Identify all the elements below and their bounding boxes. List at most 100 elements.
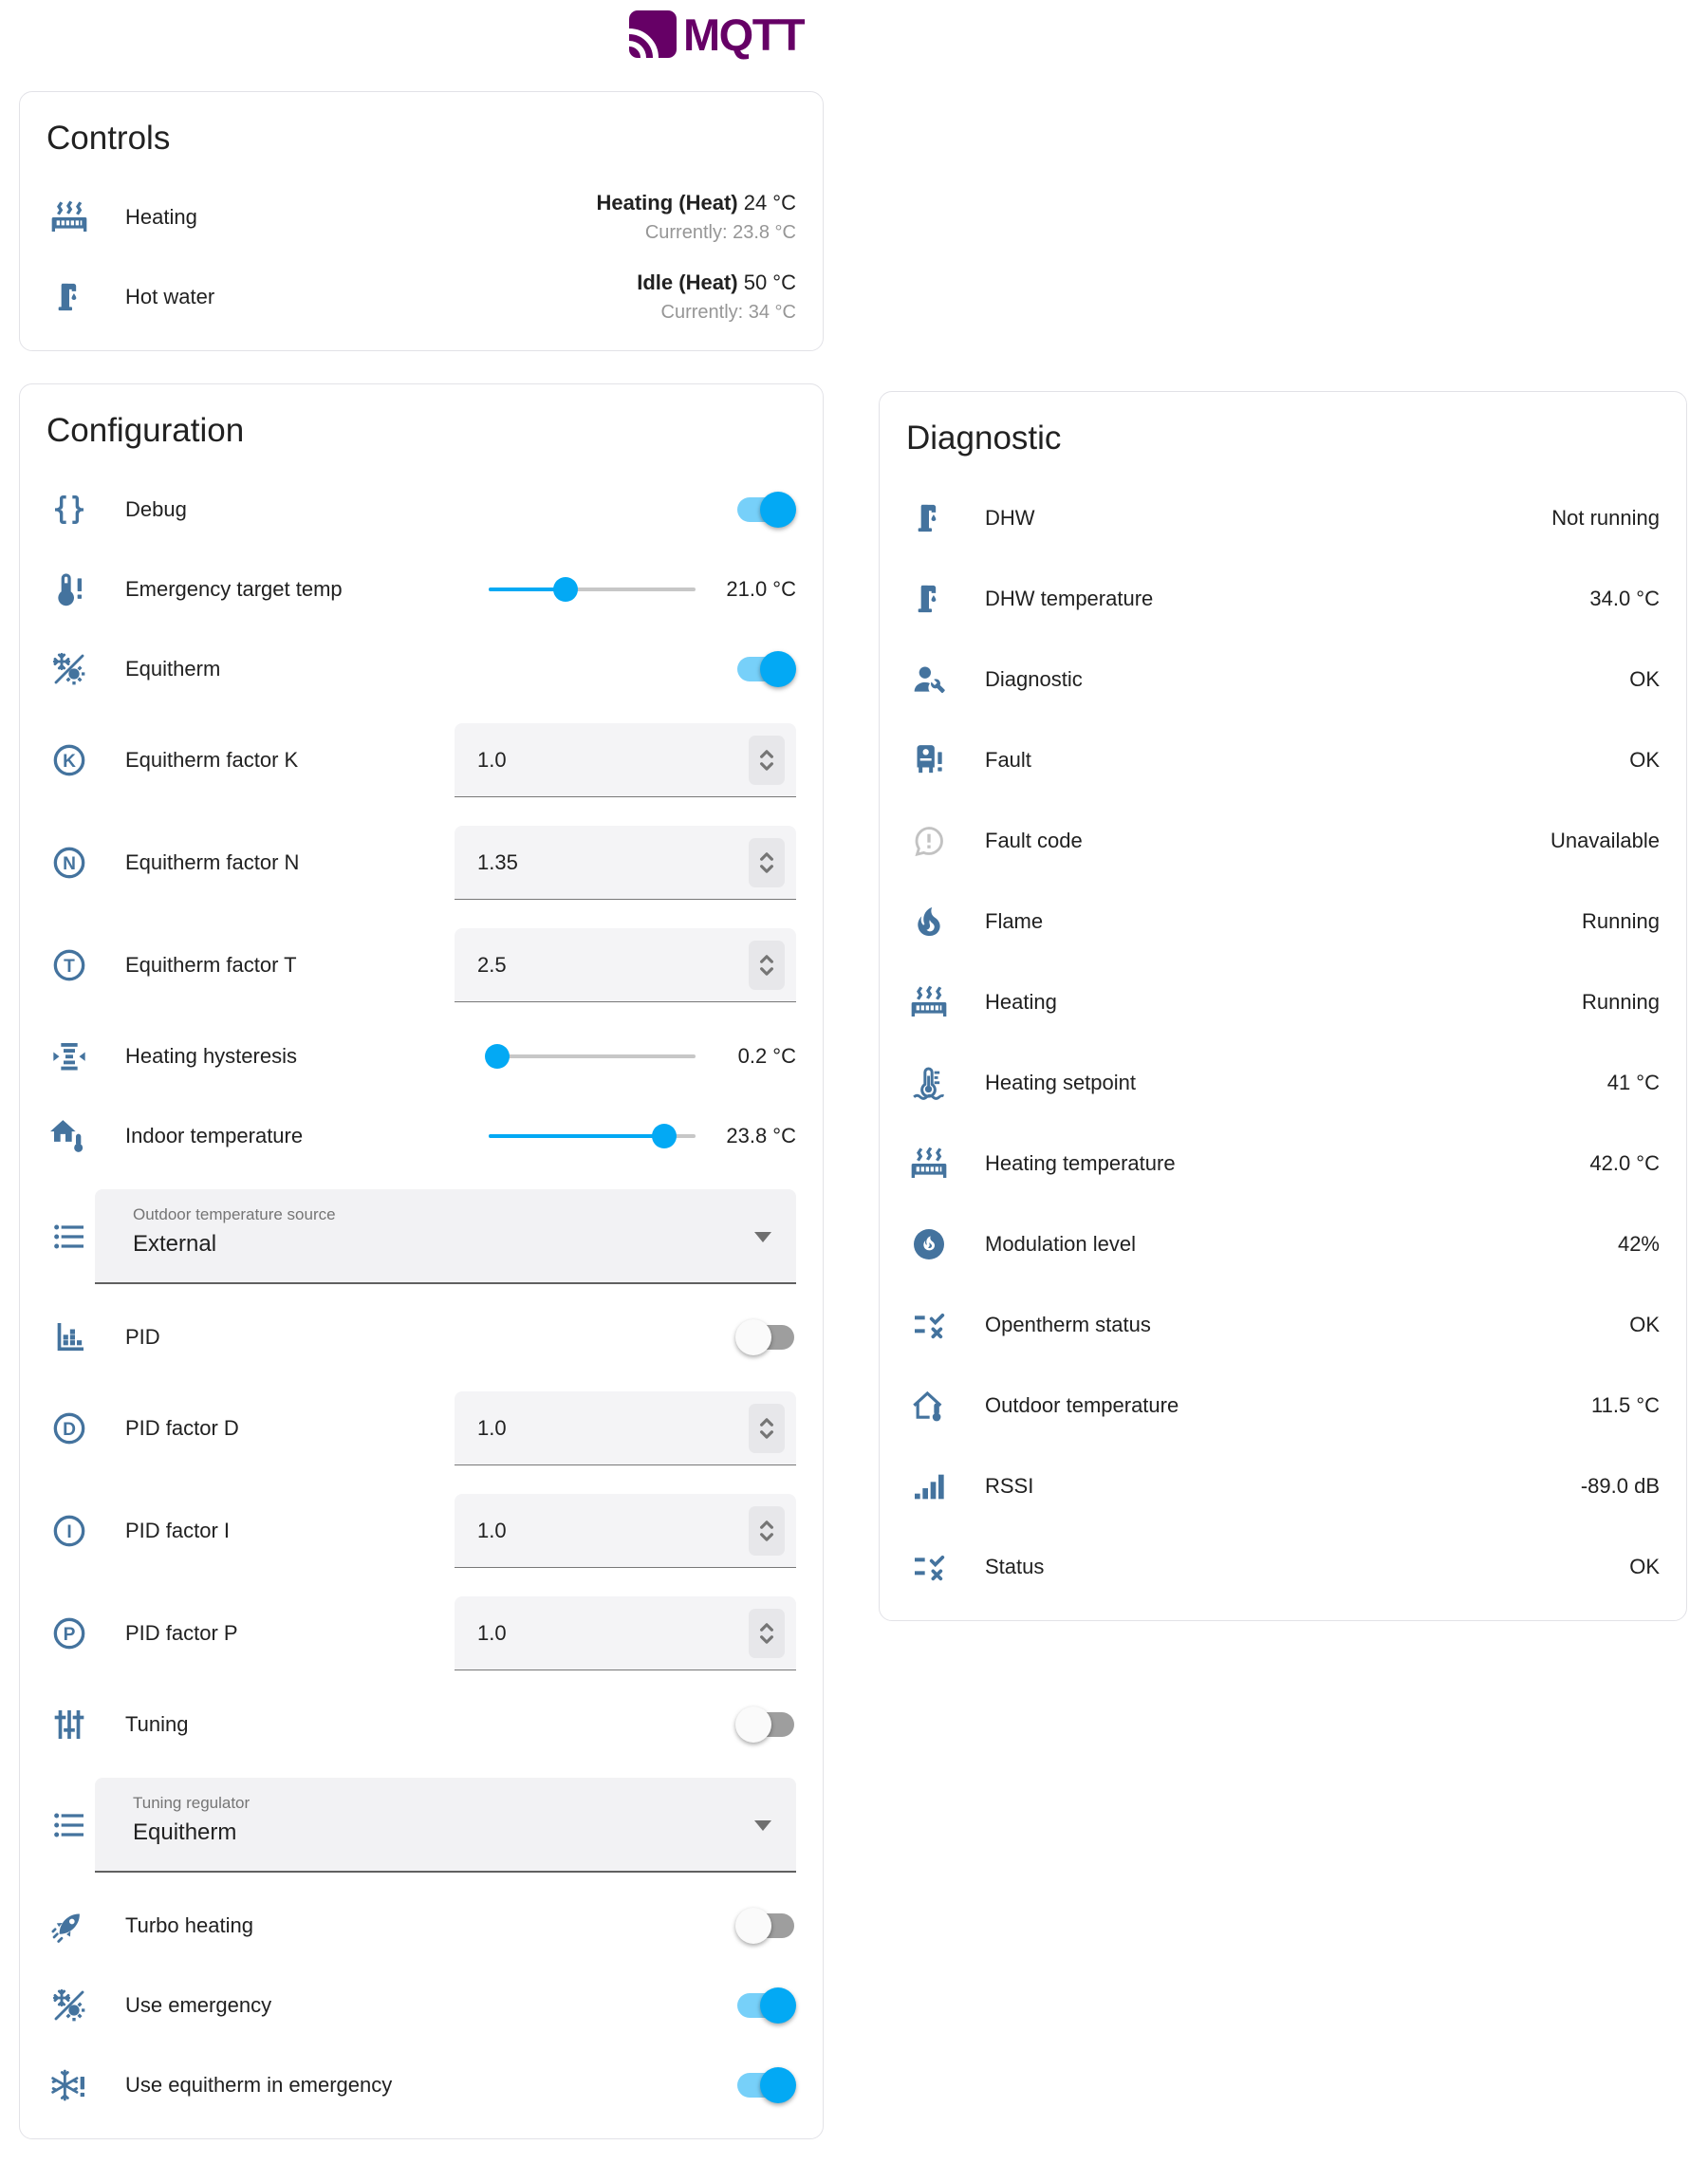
- diagnostic-row-fault-code[interactable]: Fault code Unavailable: [880, 800, 1686, 881]
- number-stepper[interactable]: [749, 1505, 785, 1556]
- diagnostic-row-heating-temperature[interactable]: Heating temperature 42.0 °C: [880, 1123, 1686, 1203]
- chevron-down-icon[interactable]: [754, 1232, 771, 1242]
- diagnostic-row-status[interactable]: Status OK: [880, 1526, 1686, 1607]
- diagnostic-row-fault[interactable]: Fault OK: [880, 719, 1686, 800]
- left-column: Controls Heating Heating (Heat) 24 °C Cu…: [19, 91, 824, 2139]
- config-row-tuning: Tuning: [20, 1685, 823, 1764]
- number-box[interactable]: [455, 1391, 796, 1465]
- fire-circle-icon: [910, 1225, 948, 1263]
- diagnostic-value: Running: [1582, 989, 1660, 1014]
- pid-factor-p-input[interactable]: [475, 1619, 749, 1647]
- switch-thumb[interactable]: [760, 492, 796, 528]
- diagnostic-value: Unavailable: [1550, 828, 1660, 852]
- config-row-indoor-temperature: Indoor temperature 23.8 °C: [20, 1096, 823, 1176]
- entity-state[interactable]: Heating (Heat) 24 °C Currently: 23.8 °C: [596, 191, 796, 243]
- config-row-equitherm: Equitherm: [20, 629, 823, 709]
- slider-value: 21.0 °C: [726, 576, 796, 601]
- equitherm-factor-n-input[interactable]: [475, 849, 749, 876]
- alpha-t-circle-icon: T: [50, 946, 88, 984]
- diagnostic-value: Running: [1582, 908, 1660, 933]
- tuning-toggle[interactable]: [735, 1707, 796, 1743]
- switch-thumb[interactable]: [735, 1319, 771, 1355]
- heating-hysteresis-slider[interactable]: [484, 1038, 696, 1074]
- use-equitherm-in-emergency-toggle[interactable]: [735, 2067, 796, 2103]
- svg-text:N: N: [63, 854, 76, 874]
- debug-toggle[interactable]: [735, 492, 796, 528]
- pid-factor-i-input[interactable]: [475, 1517, 749, 1544]
- config-row-equitherm-factor-n: N Equitherm factor N: [20, 812, 823, 914]
- config-row-debug: Debug: [20, 470, 823, 550]
- equitherm-factor-k-input[interactable]: [475, 746, 749, 774]
- config-row-pid: PID: [20, 1297, 823, 1377]
- diagnostic-value: 41 °C: [1606, 1070, 1660, 1094]
- sun-snowflake-icon: [50, 1987, 88, 2024]
- diagnostic-value: -89.0 dB: [1580, 1473, 1660, 1498]
- emergency-target-temp-slider[interactable]: [489, 571, 696, 607]
- diagnostic-row-opentherm-status[interactable]: Opentherm status OK: [880, 1284, 1686, 1365]
- slider-fill: [489, 1134, 665, 1138]
- water-pump-icon: [910, 580, 948, 618]
- config-row-use-emergency: Use emergency: [20, 1966, 823, 2045]
- controls-card-title: Controls: [46, 120, 171, 157]
- config-row-turbo-heating: Turbo heating: [20, 1886, 823, 1966]
- controls-rows: Heating Heating (Heat) 24 °C Currently: …: [20, 177, 823, 337]
- diagnostic-row-flame[interactable]: Flame Running: [880, 881, 1686, 961]
- number-box[interactable]: [455, 826, 796, 900]
- svg-text:I: I: [66, 1522, 71, 1542]
- alpha-d-circle-icon: D: [50, 1409, 88, 1447]
- diagnostic-row-rssi[interactable]: RSSI -89.0 dB: [880, 1446, 1686, 1526]
- number-stepper[interactable]: [749, 735, 785, 785]
- home-thermometer-icon: [50, 1117, 88, 1155]
- equitherm-toggle[interactable]: [735, 651, 796, 687]
- diagnostic-row-modulation-level[interactable]: Modulation level 42%: [880, 1203, 1686, 1284]
- pid-toggle[interactable]: [735, 1319, 796, 1355]
- diagnostic-row-heating[interactable]: Heating Running: [880, 961, 1686, 1042]
- alpha-n-circle-icon: N: [50, 844, 88, 882]
- indoor-temperature-slider[interactable]: [489, 1118, 696, 1154]
- number-box[interactable]: [455, 1596, 796, 1670]
- logo-text: MQTT: [683, 9, 806, 60]
- diagnostic-value: OK: [1629, 1554, 1660, 1578]
- switch-thumb[interactable]: [735, 1908, 771, 1944]
- outdoor-temperature-source-select[interactable]: Outdoor temperature source External: [95, 1189, 796, 1284]
- number-box[interactable]: [455, 723, 796, 797]
- diagnostic-row-heating-setpoint[interactable]: Heating setpoint 41 °C: [880, 1042, 1686, 1123]
- configuration-card-title: Configuration: [46, 412, 245, 449]
- list-status-icon: [910, 1306, 948, 1344]
- number-box[interactable]: [455, 928, 796, 1002]
- switch-thumb[interactable]: [760, 1987, 796, 2024]
- diagnostic-row-outdoor-temperature[interactable]: Outdoor temperature 11.5 °C: [880, 1365, 1686, 1446]
- diagnostic-row-diagnostic[interactable]: Diagnostic OK: [880, 639, 1686, 719]
- configuration-card: Configuration Debug Emergency target tem…: [19, 383, 824, 2139]
- slider-track[interactable]: [489, 588, 696, 591]
- tuning-regulator-select[interactable]: Tuning regulator Equitherm: [95, 1778, 796, 1873]
- slider-thumb[interactable]: [652, 1124, 678, 1148]
- slider-thumb[interactable]: [552, 577, 578, 602]
- turbo-heating-toggle[interactable]: [735, 1908, 796, 1944]
- switch-thumb[interactable]: [735, 1707, 771, 1743]
- slider-track[interactable]: [489, 1054, 696, 1058]
- chevron-down-icon[interactable]: [754, 1820, 771, 1831]
- format-list-bulleted-icon: [50, 1218, 88, 1256]
- entity-state[interactable]: Idle (Heat) 50 °C Currently: 34 °C: [637, 270, 796, 323]
- number-stepper[interactable]: [749, 837, 785, 887]
- pid-factor-d-input[interactable]: [475, 1414, 749, 1442]
- equitherm-factor-t-input[interactable]: [475, 951, 749, 979]
- use-emergency-toggle[interactable]: [735, 1987, 796, 2024]
- slider-thumb[interactable]: [484, 1044, 510, 1069]
- diagnostic-rows: DHW Not running DHW temperature 34.0 °C …: [880, 477, 1686, 1607]
- number-stepper[interactable]: [749, 1403, 785, 1453]
- config-row-equitherm-factor-t: T Equitherm factor T: [20, 914, 823, 1017]
- configuration-rows: Debug Emergency target temp 21.0 °C Equi…: [20, 470, 823, 2125]
- switch-thumb[interactable]: [760, 651, 796, 687]
- diagnostic-row-dhw[interactable]: DHW Not running: [880, 477, 1686, 558]
- number-stepper[interactable]: [749, 1608, 785, 1658]
- number-box[interactable]: [455, 1494, 796, 1568]
- fire-icon: [910, 903, 948, 941]
- config-row-equitherm-factor-k: K Equitherm factor K: [20, 709, 823, 812]
- number-stepper[interactable]: [749, 940, 785, 990]
- switch-thumb[interactable]: [760, 2067, 796, 2103]
- diagnostic-row-dhw-temperature[interactable]: DHW temperature 34.0 °C: [880, 558, 1686, 639]
- diagnostic-value: OK: [1629, 747, 1660, 772]
